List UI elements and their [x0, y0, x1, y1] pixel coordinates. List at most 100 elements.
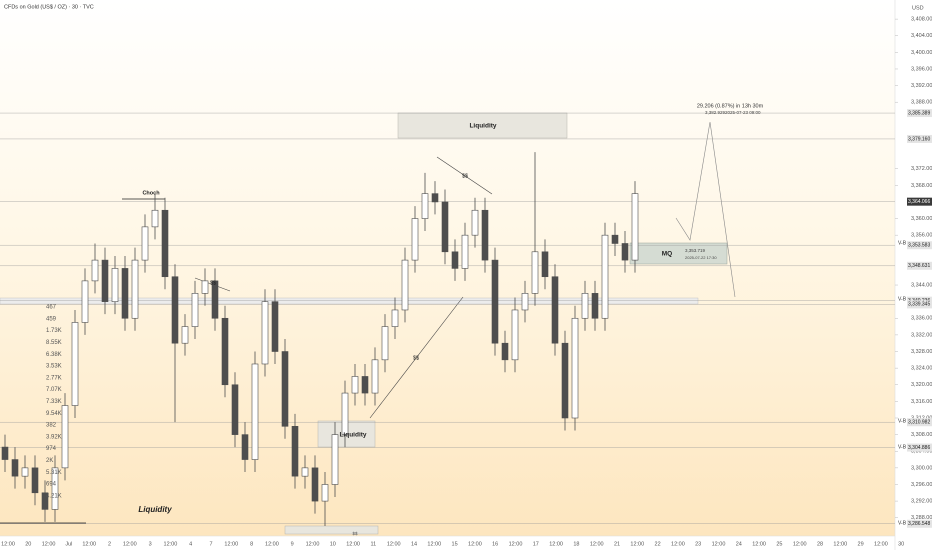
volume-profile-label: 6.38K: [46, 352, 62, 358]
candle-body: [201, 280, 209, 294]
x-tick-label: 8: [250, 541, 253, 547]
x-tick-label: 12:00: [427, 541, 441, 547]
candle-body: [451, 251, 459, 269]
candle-body: [81, 280, 89, 323]
volume-profile-label: 3.53K: [46, 364, 62, 370]
y-tick-label: 3,396.000: [911, 66, 932, 72]
candle-body: [371, 359, 379, 394]
volume-profile-label: 2.77K: [46, 375, 62, 381]
y-tick-label: 3,308.000: [911, 432, 932, 438]
candle-body: [241, 434, 249, 460]
volume-profile-label: 8.55K: [46, 340, 62, 346]
candle-body: [431, 193, 439, 203]
annotation: V-B: [898, 520, 907, 526]
annotation: 29.206 (0.87%) in 13h 30m: [697, 103, 764, 109]
x-tick-label: 12:00: [164, 541, 178, 547]
price-label: 3,364.066: [908, 199, 930, 205]
annotation: 2025-07-22 17:30: [685, 255, 717, 260]
x-tick-label: 12:00: [306, 541, 320, 547]
volume-profile-label: 3.92K: [46, 434, 62, 440]
candle-body: [531, 251, 539, 294]
price-axis-background: [895, 0, 932, 550]
y-tick-label: 3,400.000: [911, 50, 932, 56]
annotation: 3,382.929: [705, 110, 726, 115]
candle-body: [611, 234, 619, 244]
price-label: 3,304.886: [908, 445, 930, 451]
liquidity-zone: [284, 525, 379, 535]
x-tick-label: 23: [695, 541, 701, 547]
y-tick-label: 3,356.000: [911, 233, 932, 239]
price-label: 3,348.631: [908, 263, 930, 269]
candle-body: [171, 276, 179, 344]
candle-body: [491, 259, 499, 344]
marks: [0, 18, 898, 527]
candle-body: [631, 193, 639, 261]
candle-body: [621, 243, 629, 261]
candle-body: [151, 209, 159, 228]
candle-body: [581, 293, 589, 319]
y-tick-label: 3,404.000: [911, 33, 932, 39]
x-tick-label: 12:00: [509, 541, 523, 547]
price-label-box: [907, 197, 932, 206]
mq-zone: [629, 242, 728, 265]
x-tick-label: Jul: [65, 541, 72, 547]
candle-body: [251, 363, 259, 460]
candle-body: [321, 484, 329, 502]
x-tick-label: 12:00: [123, 541, 137, 547]
x-tick-label: 12:00: [1, 541, 15, 547]
y-tick-label: 3,360.000: [911, 216, 932, 222]
candle-body: [1, 446, 9, 460]
candle-body: [441, 201, 449, 253]
x-tick-label: 28: [817, 541, 823, 547]
candle-body: [181, 326, 189, 344]
volume-profile-label: 459: [46, 316, 57, 322]
annotation: Liquidity: [138, 505, 172, 514]
x-tick-label: 12:00: [793, 541, 807, 547]
x-tick-label: 21: [614, 541, 620, 547]
price-label: 3,385.389: [908, 110, 930, 116]
volume-profile-label: 9.54K: [46, 411, 62, 417]
x-tick-label: 29: [858, 541, 864, 547]
candle-body: [131, 259, 139, 319]
price-label-box: [907, 519, 932, 528]
candle-body: [301, 467, 309, 477]
candle-body: [391, 309, 399, 327]
annotation: V-B: [898, 418, 907, 424]
annotation: 2025-07-23 09:00: [725, 110, 761, 115]
y-tick-label: 3,336.000: [911, 316, 932, 322]
candle-body: [91, 259, 99, 282]
x-tick-label: 12:00: [468, 541, 482, 547]
x-tick-label: 12:00: [346, 541, 360, 547]
price-label-box: [907, 109, 932, 118]
annotation: Choch: [142, 190, 160, 196]
candle-body: [421, 193, 429, 219]
candle-body: [401, 259, 409, 311]
candle-body: [571, 317, 579, 419]
candle-body: [281, 351, 289, 427]
candle-body: [191, 293, 199, 327]
x-tick-label: 16: [492, 541, 498, 547]
x-tick-label: 12:00: [42, 541, 56, 547]
price-label-box: [907, 300, 932, 309]
chart-title: CFDs on Gold (US$ / OZ) · 30 · TVC: [4, 4, 94, 10]
x-tick-label: 9: [291, 541, 294, 547]
candle-body: [291, 426, 299, 477]
time-axis-background: [0, 536, 895, 550]
candle-body: [481, 209, 489, 261]
x-tick-label: 11: [371, 541, 377, 547]
x-tick-label: 12:00: [630, 541, 644, 547]
candle-body: [561, 342, 569, 419]
x-tick-label: 12:00: [874, 541, 888, 547]
x-tick-label: 14: [411, 541, 417, 547]
candle-body: [111, 268, 119, 302]
candle-body: [221, 317, 229, 386]
x-tick-label: 18: [573, 541, 579, 547]
projection-path: [675, 121, 736, 298]
annotation: $$: [462, 173, 468, 179]
labels: CFDs on Gold (US$ / OZ) · 30 · TVC USD 3,2…: [1, 4, 932, 547]
price-label-box: [907, 241, 932, 250]
volume-profile-label: 974: [46, 446, 57, 452]
candle-body: [351, 376, 359, 394]
price-label-box: [907, 443, 932, 452]
